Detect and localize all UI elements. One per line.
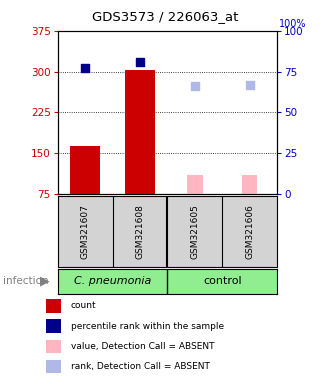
Point bbox=[247, 81, 252, 88]
Bar bbox=[242, 175, 257, 194]
Text: count: count bbox=[71, 301, 97, 310]
Text: GDS3573 / 226063_at: GDS3573 / 226063_at bbox=[92, 10, 238, 23]
Text: infection: infection bbox=[3, 276, 49, 286]
Text: GSM321607: GSM321607 bbox=[81, 204, 90, 259]
Text: percentile rank within the sample: percentile rank within the sample bbox=[71, 321, 224, 331]
Bar bbox=[46, 360, 61, 373]
Text: C. pneumonia: C. pneumonia bbox=[74, 276, 151, 286]
Bar bbox=[46, 299, 61, 313]
Text: ▶: ▶ bbox=[40, 275, 50, 288]
Text: GSM321605: GSM321605 bbox=[190, 204, 199, 259]
Text: GSM321608: GSM321608 bbox=[136, 204, 145, 259]
Text: control: control bbox=[203, 276, 242, 286]
Text: rank, Detection Call = ABSENT: rank, Detection Call = ABSENT bbox=[71, 362, 210, 371]
Text: 100%: 100% bbox=[279, 19, 306, 29]
Point bbox=[137, 59, 143, 65]
Bar bbox=[168, 269, 277, 294]
Point bbox=[192, 83, 198, 89]
Bar bbox=[70, 146, 100, 194]
Text: value, Detection Call = ABSENT: value, Detection Call = ABSENT bbox=[71, 342, 214, 351]
Bar bbox=[46, 339, 61, 353]
Bar bbox=[187, 175, 203, 194]
Text: GSM321606: GSM321606 bbox=[245, 204, 254, 259]
Bar bbox=[58, 269, 168, 294]
Bar bbox=[125, 70, 155, 194]
Bar bbox=[46, 319, 61, 333]
Point bbox=[82, 65, 88, 71]
